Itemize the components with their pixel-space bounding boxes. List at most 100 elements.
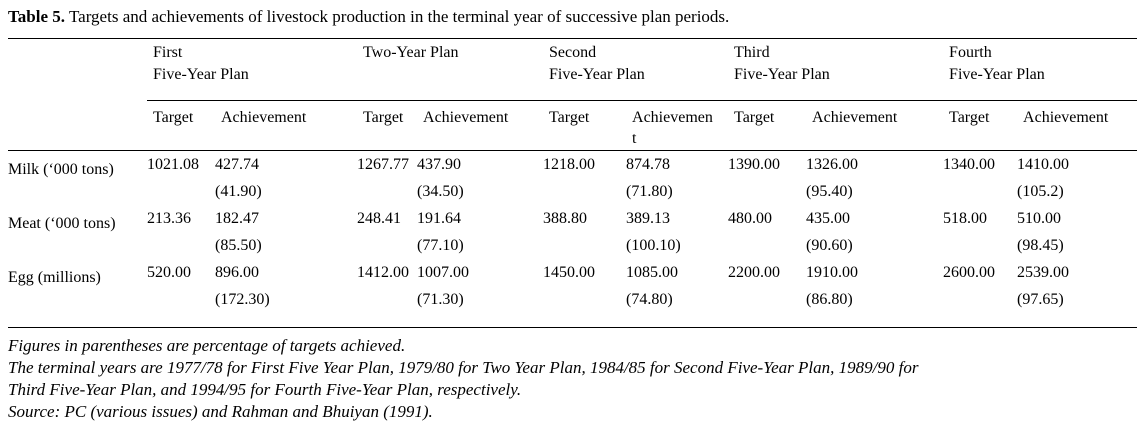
pct-of-target: (98.45) xyxy=(1017,237,1064,254)
target-cell: 2200.00 xyxy=(728,259,807,328)
plan-group-first-fyp: First Five-Year Plan xyxy=(147,38,358,101)
target-value: 1021.08 xyxy=(147,156,199,173)
target-cell: 1340.00 xyxy=(943,151,1017,206)
achievement-cell: 427.74 (41.90) xyxy=(215,151,357,206)
achievement-value: 1085.00 xyxy=(626,264,679,281)
table-row-milk: Milk (‘000 tons) 1021.08 427.74 (41.90) 1… xyxy=(8,151,1137,206)
plan-group-header-row: First Five-Year Plan Two-Year Plan Secon… xyxy=(8,38,1138,101)
pct-of-target: (77.10) xyxy=(417,237,464,254)
target-cell: 518.00 xyxy=(943,205,1017,259)
column-header-target: Target xyxy=(147,100,215,151)
target-cell: 1412.00 xyxy=(357,259,418,328)
achievement-cell: 182.47 (85.50) xyxy=(215,205,357,259)
table-footnotes: Figures in parentheses are percentage of… xyxy=(8,335,1137,423)
achievement-value: 182.47 xyxy=(215,210,259,227)
achievement-cell: 1007.00 (71.30) xyxy=(417,259,544,328)
column-header-row: Target Achievement Target Achievement Ta… xyxy=(8,100,1138,151)
achievement-cell: 389.13 (100.10) xyxy=(626,205,728,259)
achievement-value: 2539.00 xyxy=(1017,264,1070,281)
target-value: 1412.00 xyxy=(357,264,410,281)
target-value: 213.36 xyxy=(147,210,191,227)
achievement-cell: 1410.00 (105.2) xyxy=(1017,151,1137,206)
achievement-value: 191.64 xyxy=(417,210,462,227)
achievement-value: 896.00 xyxy=(215,264,259,281)
target-cell: 1450.00 xyxy=(543,259,627,328)
target-cell: 520.00 xyxy=(147,259,215,328)
footnote-line: Third Five-Year Plan, and 1994/95 for Fo… xyxy=(8,379,522,399)
achievement-value: 427.74 xyxy=(215,156,259,173)
pct-of-target: (90.60) xyxy=(806,237,853,254)
achievement-cell: 1910.00 (86.80) xyxy=(806,259,944,328)
column-header-target: Target xyxy=(357,100,418,151)
target-cell: 1267.77 xyxy=(357,151,417,206)
achievement-cell: 874.78 (71.80) xyxy=(626,151,728,206)
pct-of-target: (41.90) xyxy=(215,183,262,200)
column-header-target: Target xyxy=(543,100,627,151)
achievement-cell: 896.00 (172.30) xyxy=(215,259,358,328)
target-value: 480.00 xyxy=(728,210,773,227)
target-value: 2200.00 xyxy=(728,264,781,281)
pct-of-target: (71.80) xyxy=(626,183,673,200)
target-value: 388.80 xyxy=(543,210,588,227)
table-row-egg: Egg (millions) 520.00 896.00 (172.30) 141… xyxy=(8,259,1138,328)
achievement-value: 437.90 xyxy=(417,156,462,173)
table-caption: Table 5. Targets and achievements of liv… xyxy=(8,6,1137,28)
plan-group-fourth-fyp: Fourth Five-Year Plan xyxy=(943,38,1138,101)
target-cell: 388.80 xyxy=(543,205,626,259)
target-cell: 213.36 xyxy=(147,205,215,259)
row-label: Egg (millions) xyxy=(8,259,147,328)
plan-group-third-fyp: Third Five-Year Plan xyxy=(728,38,944,101)
achievement-cell: 1085.00 (74.80) xyxy=(626,259,729,328)
pct-of-target: (100.10) xyxy=(626,237,681,254)
achievement-value: 389.13 xyxy=(626,210,671,227)
footnote-line: Source: PC (various issues) and Rahman a… xyxy=(8,401,433,421)
target-cell: 480.00 xyxy=(728,205,806,259)
empty-corner-cell xyxy=(8,100,147,151)
achievement-value: 1326.00 xyxy=(806,156,859,173)
footnote-line: The terminal years are 1977/78 for First… xyxy=(8,357,919,377)
column-header-target: Target xyxy=(728,100,807,151)
caption-label: Table 5. xyxy=(8,7,66,26)
target-cell: 1390.00 xyxy=(728,151,806,206)
achievement-value: 874.78 xyxy=(626,156,671,173)
target-value: 518.00 xyxy=(943,210,988,227)
target-cell: 248.41 xyxy=(357,205,417,259)
achievement-cell: 510.00 (98.45) xyxy=(1017,205,1137,259)
target-cell: 2600.00 xyxy=(943,259,1018,328)
target-value: 2600.00 xyxy=(943,264,996,281)
empty-corner-cell xyxy=(8,38,147,101)
achievement-cell: 435.00 (90.60) xyxy=(806,205,943,259)
pct-of-target: (74.80) xyxy=(626,291,673,308)
target-cell: 1218.00 xyxy=(543,151,626,206)
target-cell: 1021.08 xyxy=(147,151,215,206)
achievement-cell: 191.64 (77.10) xyxy=(417,205,543,259)
achievement-value: 1910.00 xyxy=(806,264,859,281)
column-header-achievement: Achievement xyxy=(806,100,944,151)
achievement-value: 1410.00 xyxy=(1017,156,1070,173)
achievement-value: 435.00 xyxy=(806,210,851,227)
caption-text: Targets and achievements of livestock pr… xyxy=(65,7,730,26)
column-header-achievement: Achievemen t xyxy=(626,100,729,151)
column-header-achievement: Achievement xyxy=(1017,100,1138,151)
column-header-achievement: Achievement xyxy=(215,100,358,151)
target-value: 248.41 xyxy=(357,210,402,227)
pct-of-target: (97.65) xyxy=(1017,291,1064,308)
plan-group-two-year: Two-Year Plan xyxy=(357,38,544,101)
target-value: 1450.00 xyxy=(543,264,596,281)
achievement-value: 510.00 xyxy=(1017,210,1062,227)
target-value: 520.00 xyxy=(147,264,191,281)
target-value: 1390.00 xyxy=(728,156,781,173)
achievement-cell: 1326.00 (95.40) xyxy=(806,151,943,206)
pct-of-target: (71.30) xyxy=(417,291,464,308)
data-table: First Five-Year Plan Two-Year Plan Secon… xyxy=(8,38,1138,328)
pct-of-target: (95.40) xyxy=(806,183,853,200)
achievement-value: 1007.00 xyxy=(417,264,470,281)
target-value: 1340.00 xyxy=(943,156,996,173)
footnote-line: Figures in parentheses are percentage of… xyxy=(8,335,406,355)
row-label: Milk (‘000 tons) xyxy=(8,161,114,178)
achievement-cell: 2539.00 (97.65) xyxy=(1017,259,1138,328)
target-value: 1218.00 xyxy=(543,156,596,173)
pct-of-target: (85.50) xyxy=(215,237,262,254)
column-header-target: Target xyxy=(943,100,1018,151)
